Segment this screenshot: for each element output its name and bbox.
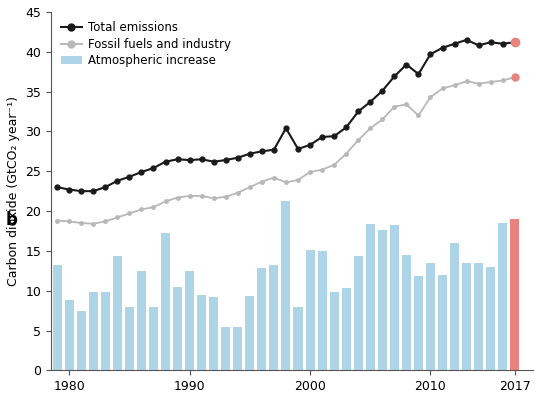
Bar	[233, 327, 242, 370]
Bar	[89, 292, 98, 370]
Bar	[438, 275, 447, 370]
Bar	[269, 265, 279, 370]
Bar	[221, 326, 230, 370]
Bar	[426, 263, 435, 370]
Bar	[342, 288, 350, 370]
Bar	[245, 296, 254, 370]
Bar	[450, 243, 459, 370]
Bar	[486, 267, 495, 370]
Bar	[474, 263, 483, 370]
Bar	[52, 265, 62, 370]
Bar	[77, 311, 86, 370]
Bar	[258, 268, 266, 370]
Bar	[510, 219, 519, 370]
Bar	[462, 263, 471, 370]
Bar	[101, 292, 110, 370]
Bar	[498, 223, 507, 370]
Bar	[125, 308, 134, 370]
Bar	[329, 292, 339, 370]
Bar	[173, 287, 182, 370]
Bar	[378, 230, 387, 370]
Bar	[209, 297, 218, 370]
Bar	[390, 225, 399, 370]
Bar	[414, 276, 423, 370]
Bar	[294, 307, 302, 370]
Bar	[354, 256, 363, 370]
Legend: Total emissions, Fossil fuels and industry, Atmospheric increase: Total emissions, Fossil fuels and indust…	[57, 18, 234, 71]
Y-axis label: Carbon dioxide (GtCO₂ year⁻¹): Carbon dioxide (GtCO₂ year⁻¹)	[7, 96, 20, 286]
Bar	[281, 201, 291, 370]
Bar	[366, 224, 375, 370]
Bar	[197, 295, 206, 370]
Bar	[65, 300, 73, 370]
Bar	[149, 308, 158, 370]
Bar	[185, 271, 194, 370]
Bar	[402, 255, 411, 370]
Bar	[113, 256, 122, 370]
Bar	[318, 251, 327, 370]
Bar	[306, 250, 315, 370]
Bar	[161, 233, 170, 370]
Text: b: b	[5, 211, 17, 229]
Bar	[137, 271, 146, 370]
